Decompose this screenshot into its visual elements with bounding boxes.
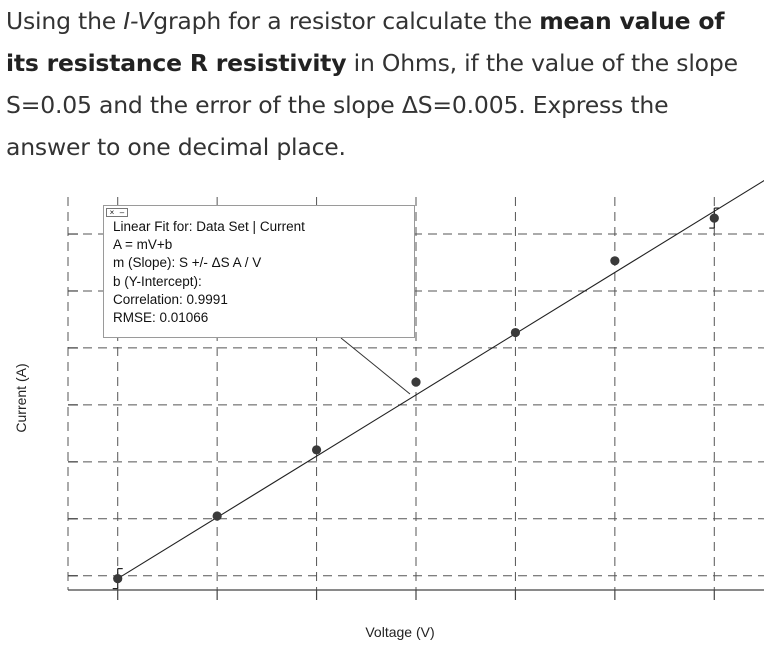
fit-slope: m (Slope): S +/- ΔS A / V — [113, 255, 262, 271]
data-point — [610, 256, 620, 266]
fit-line — [115, 179, 764, 581]
data-point — [411, 377, 421, 387]
fit-box-controls[interactable]: × – — [106, 208, 128, 217]
data-point — [709, 213, 719, 223]
fit-correlation: Correlation: 0.9991 — [113, 291, 228, 307]
fit-title: Linear Fit for: Data Set | Current — [113, 219, 305, 234]
y-axis-label: Current (A) — [13, 363, 29, 432]
question-bold: mean value of its resistance R resistivi… — [6, 7, 725, 77]
fit-intercept: b (Y-Intercept): — [113, 273, 202, 289]
data-point — [212, 511, 222, 521]
fit-rmse: RMSE: 0.01066 — [113, 309, 209, 325]
linear-fit-box[interactable]: × – Linear Fit for: Data Set | Current A… — [103, 205, 415, 338]
question-part-5: in Ohms, if the value of the slope S=0.0… — [6, 49, 738, 161]
fit-equation: A = mV+b — [113, 237, 173, 253]
close-icon[interactable]: × — [109, 208, 115, 217]
minimize-icon[interactable]: – — [119, 208, 125, 217]
x-axis-label: Voltage (V) — [365, 624, 434, 640]
data-point — [113, 574, 123, 584]
question-part-1: Using the — [6, 7, 124, 35]
question-text: Using the I-Vgraph for a resistor calcul… — [6, 0, 758, 168]
data-point — [311, 445, 322, 455]
question-part-3: graph for a resistor calculate the — [153, 7, 540, 35]
callout-line — [340, 337, 411, 395]
data-point — [510, 327, 521, 338]
question-iv: I-V — [123, 7, 154, 35]
